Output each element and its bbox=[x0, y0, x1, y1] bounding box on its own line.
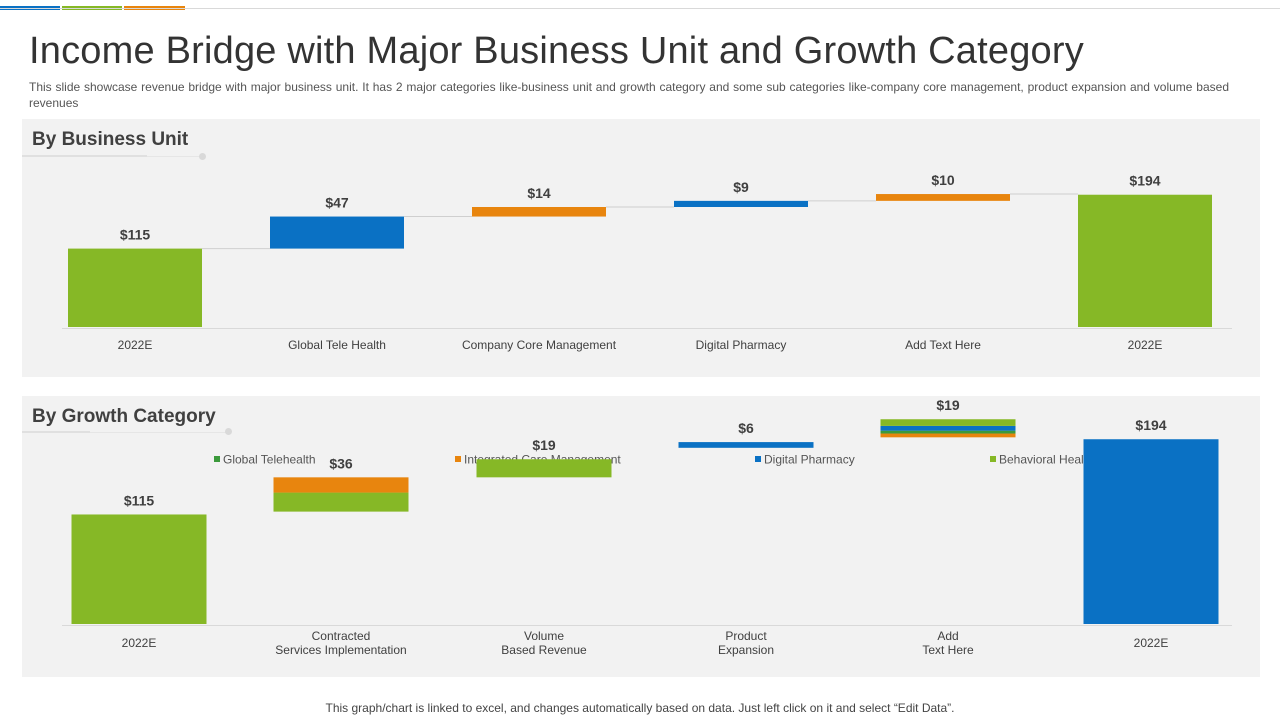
data-label: $36 bbox=[329, 455, 353, 471]
stacked-bar-segment bbox=[273, 477, 409, 493]
category-label: 2022E bbox=[1134, 636, 1169, 650]
data-label: $115 bbox=[120, 227, 151, 243]
legend-label: Digital Pharmacy bbox=[764, 453, 855, 467]
growth-category-panel: By Growth Category Global TelehealthInte… bbox=[22, 396, 1260, 677]
data-label: $115 bbox=[124, 492, 155, 508]
waterfall-bar bbox=[472, 207, 606, 217]
business-unit-title: By Business Unit bbox=[32, 129, 189, 150]
title-underline-light bbox=[147, 156, 202, 157]
category-label: 2022E bbox=[122, 636, 157, 650]
data-label: $10 bbox=[931, 172, 955, 188]
footer-note: This graph/chart is linked to excel, and… bbox=[325, 701, 955, 715]
data-label: $14 bbox=[527, 185, 551, 201]
data-label: $19 bbox=[936, 397, 960, 413]
category-label: Volume bbox=[524, 629, 564, 643]
stacked-bar-segment bbox=[71, 514, 207, 624]
category-label: 2022E bbox=[1128, 338, 1163, 352]
legend-swatch bbox=[990, 456, 996, 462]
data-label: $9 bbox=[733, 179, 749, 195]
page-subtitle: This slide showcase revenue bridge with … bbox=[29, 80, 1229, 110]
data-label: $6 bbox=[738, 420, 754, 436]
title-underline-dot bbox=[199, 153, 206, 160]
growth-category-chart[interactable]: Global TelehealthIntegrated Care Managem… bbox=[22, 396, 1260, 677]
category-label: Add Text Here bbox=[905, 338, 981, 352]
category-label: Company Core Management bbox=[462, 338, 617, 352]
waterfall-bar bbox=[674, 200, 808, 207]
data-label: $19 bbox=[532, 437, 556, 453]
data-label: $194 bbox=[1129, 173, 1160, 189]
category-label: Based Revenue bbox=[501, 643, 587, 657]
category-label: Services Implementation bbox=[275, 643, 406, 657]
stacked-bar-segment bbox=[880, 425, 1016, 431]
legend-swatch bbox=[455, 456, 461, 462]
category-label: Text Here bbox=[922, 643, 974, 657]
category-label: Expansion bbox=[718, 643, 774, 657]
stacked-bar-segment bbox=[273, 492, 409, 512]
legend-swatch bbox=[214, 456, 220, 462]
category-label: Contracted bbox=[312, 629, 371, 643]
category-label: Product bbox=[725, 629, 767, 643]
top-divider bbox=[0, 8, 1280, 9]
growth-category-title: By Growth Category bbox=[32, 406, 216, 427]
stacked-bar-segment bbox=[678, 442, 814, 448]
stacked-bar-segment bbox=[1083, 439, 1219, 624]
data-label: $194 bbox=[1135, 417, 1166, 433]
stacked-bar-segment bbox=[880, 419, 1016, 426]
category-label: Add bbox=[937, 629, 958, 643]
legend-label: Behavioral Health bbox=[999, 453, 1094, 467]
category-label: Digital Pharmacy bbox=[696, 338, 787, 352]
title-underline bbox=[22, 155, 147, 157]
title-underline bbox=[22, 431, 90, 433]
category-label: Global Tele Health bbox=[288, 338, 386, 352]
waterfall-bar bbox=[270, 216, 404, 249]
legend-swatch bbox=[755, 456, 761, 462]
legend-label: Global Telehealth bbox=[223, 453, 316, 467]
title-underline-dot bbox=[225, 428, 232, 435]
business-unit-panel: By Business Unit $115 2022E $47 Global Tele… bbox=[22, 119, 1260, 377]
waterfall-bar bbox=[1078, 194, 1212, 327]
waterfall-bar bbox=[876, 194, 1010, 201]
title-underline-light bbox=[90, 432, 228, 433]
waterfall-bar bbox=[68, 248, 202, 327]
stacked-bar-segment bbox=[880, 430, 1016, 434]
stacked-bar-segment bbox=[880, 433, 1016, 438]
data-label: $47 bbox=[325, 195, 349, 211]
stacked-bar-segment bbox=[476, 459, 612, 478]
category-label: 2022E bbox=[118, 338, 153, 352]
business-unit-chart[interactable]: $115 2022E $47 Global Tele Health $14 Company… bbox=[22, 119, 1260, 377]
page-title: Income Bridge with Major Business Unit a… bbox=[29, 30, 1084, 72]
